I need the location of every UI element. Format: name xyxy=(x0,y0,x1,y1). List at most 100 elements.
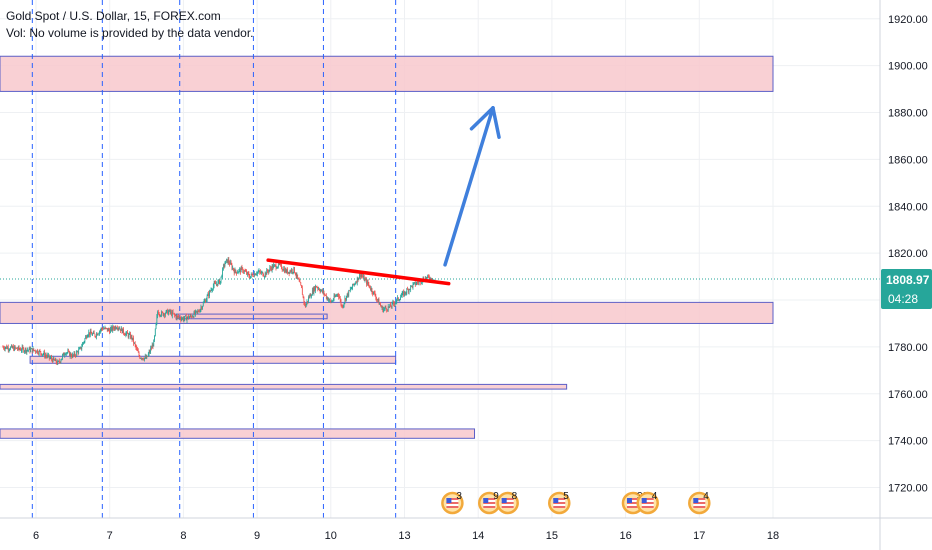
time-tick-label: 18 xyxy=(767,530,779,542)
candle-body xyxy=(129,333,131,335)
candle-body xyxy=(243,271,244,273)
candle-body xyxy=(55,359,56,361)
candle-body xyxy=(335,295,336,297)
time-axis[interactable]: 6 7 8 9 10 13 14 15 16 17 18 xyxy=(0,517,932,542)
candle-body xyxy=(306,301,308,305)
candle-body xyxy=(58,360,59,362)
candle-body xyxy=(169,309,171,313)
candle-body xyxy=(72,354,73,358)
candle-body xyxy=(367,281,369,285)
price-axis[interactable]: 1720.001740.001760.001780.001800.001820.… xyxy=(879,0,932,550)
candle-body xyxy=(223,265,224,269)
candle-body xyxy=(151,348,152,350)
candle-body xyxy=(274,264,275,266)
projection-arrow-head xyxy=(491,106,501,139)
candle-body xyxy=(356,282,357,284)
candle-body xyxy=(38,350,40,355)
candle-body xyxy=(175,315,177,319)
candle-body xyxy=(329,299,331,301)
candle-body xyxy=(213,282,215,286)
candle-body xyxy=(327,297,329,301)
candle-body xyxy=(23,348,25,352)
candle-body xyxy=(305,304,307,308)
candle-body xyxy=(199,311,200,313)
candle-body xyxy=(411,285,413,288)
candle-body xyxy=(255,274,257,276)
candle-body xyxy=(400,297,401,300)
candle-body xyxy=(371,288,373,293)
candle-body xyxy=(164,313,166,316)
candle-body xyxy=(242,267,244,272)
candle-body xyxy=(104,327,106,329)
candle-body xyxy=(109,330,110,333)
candle-body xyxy=(41,353,42,356)
candle-body xyxy=(120,327,122,331)
candle-body xyxy=(394,303,395,305)
candle-body xyxy=(172,311,174,314)
price-tick-label: 1720.00 xyxy=(888,483,928,495)
candle-body xyxy=(88,332,90,336)
candle-body xyxy=(261,272,263,273)
candle-body xyxy=(233,270,235,274)
candle-body xyxy=(405,293,407,294)
candle-body xyxy=(135,345,137,348)
candle-body xyxy=(77,351,79,354)
candle-body xyxy=(307,301,309,303)
candle-body xyxy=(161,311,162,316)
candle-body xyxy=(148,351,150,354)
time-tick-label: 16 xyxy=(619,530,631,542)
zone-rectangle xyxy=(0,383,568,390)
candle-body xyxy=(4,348,5,350)
candle-body xyxy=(192,316,193,318)
candle-body xyxy=(186,317,188,321)
candle-body xyxy=(348,290,350,296)
candle-body xyxy=(325,294,326,296)
us-flag-icon-canton xyxy=(553,498,559,503)
candle-body xyxy=(183,318,185,321)
candle-body xyxy=(273,265,275,269)
candle-body xyxy=(353,284,355,286)
candle-body xyxy=(312,289,314,294)
projection-arrow-shaft xyxy=(443,106,495,267)
candle-body xyxy=(40,351,42,354)
candle-body xyxy=(201,307,203,309)
last-price-tag: 1808.97 04:28 xyxy=(881,268,932,309)
event-count-label: 9 xyxy=(493,491,499,502)
candle-body xyxy=(21,346,23,351)
candle-body xyxy=(401,293,403,296)
candle-body xyxy=(123,333,125,335)
candle-body xyxy=(42,354,44,355)
candle-body xyxy=(81,346,83,349)
candle-body xyxy=(212,285,214,290)
time-tick-label: 9 xyxy=(254,530,260,542)
candle-body xyxy=(292,271,294,273)
candle-body xyxy=(375,295,377,299)
candle-body xyxy=(272,265,274,269)
time-tick-label: 6 xyxy=(33,530,39,542)
candle-body xyxy=(380,304,381,306)
candle-body xyxy=(118,328,120,329)
candle-body xyxy=(52,359,53,362)
candle-body xyxy=(285,269,287,273)
time-tick-label: 7 xyxy=(107,530,113,542)
candle-body xyxy=(382,307,384,312)
candle-body xyxy=(181,318,182,321)
candle-body xyxy=(284,269,286,273)
candle-body xyxy=(7,347,9,350)
candle-body xyxy=(418,280,420,283)
candle-body xyxy=(347,293,349,296)
us-flag-icon-canton xyxy=(626,498,632,503)
candle-body xyxy=(275,264,277,269)
candle-body xyxy=(410,285,412,290)
candle-body xyxy=(345,298,347,300)
candle-body xyxy=(141,358,142,359)
candle-body xyxy=(397,297,399,301)
candle-body xyxy=(426,276,428,279)
candle-body xyxy=(43,352,45,355)
candle-body xyxy=(350,288,352,290)
candle-body xyxy=(408,289,410,292)
candle-body xyxy=(86,336,87,339)
candle-body xyxy=(65,354,66,355)
candle-body xyxy=(267,271,269,273)
